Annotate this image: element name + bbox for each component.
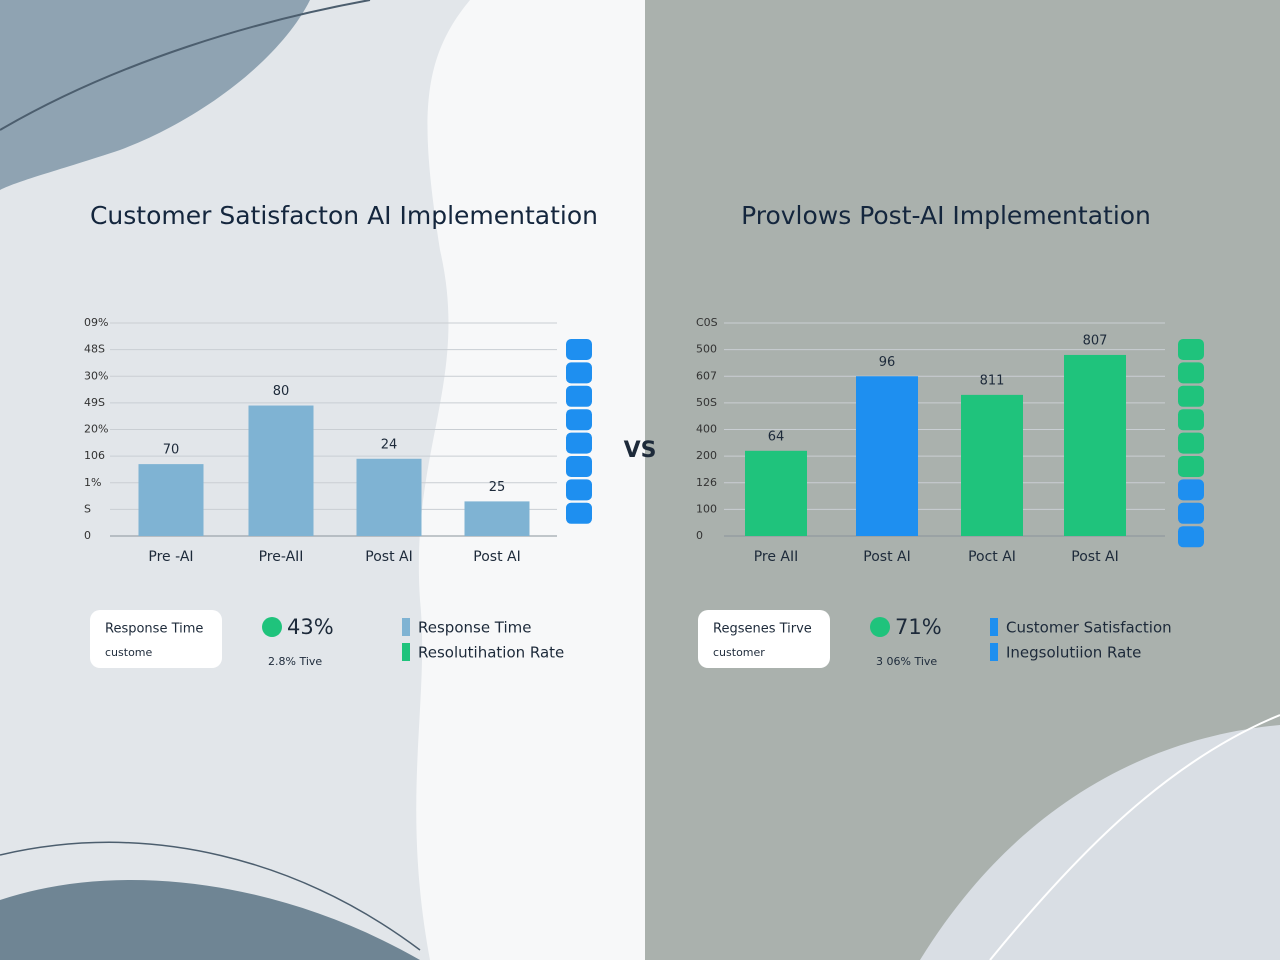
y-tick-label: 48S: [84, 343, 105, 356]
bottom-shape: [0, 880, 420, 960]
side-marker: [566, 456, 592, 477]
bar: [856, 376, 918, 536]
y-tick-label: 0: [84, 529, 91, 542]
side-marker: [566, 479, 592, 501]
y-tick-label: 49S: [84, 396, 105, 409]
bar: [1064, 354, 1126, 536]
x-tick-label: Post AI: [473, 549, 520, 565]
bar: [961, 394, 1023, 536]
stat-dot: [262, 617, 282, 637]
bar-label: 811: [980, 373, 1005, 388]
side-marker: [1178, 479, 1204, 501]
y-tick-label: 400: [696, 423, 717, 436]
chart-title: Customer Satisfacton AI Implementation: [90, 201, 598, 230]
right-blob: [920, 725, 1280, 960]
y-tick-label: 106: [84, 449, 105, 462]
legend-label: Customer Satisfaction: [1006, 619, 1172, 637]
x-tick-label: Post AI: [1071, 549, 1118, 565]
side-marker: [1178, 362, 1204, 384]
card-title: Regsenes Tirve: [713, 622, 812, 637]
card: [90, 610, 222, 668]
bar-label: 25: [489, 480, 506, 495]
card-subtitle: customer: [713, 646, 765, 659]
white-blob: [416, 0, 645, 960]
y-tick-label: 500: [696, 343, 717, 356]
side-marker: [566, 339, 592, 360]
y-tick-label: 607: [696, 369, 717, 382]
x-tick-label: Pre AII: [754, 549, 799, 565]
stat-dot: [870, 617, 890, 637]
y-tick-label: 09%: [84, 316, 108, 329]
legend-label: Resolutihation Rate: [418, 644, 564, 662]
y-tick-label: 100: [696, 502, 717, 515]
stat-value: 71%: [895, 615, 942, 639]
y-tick-label: S: [84, 502, 91, 515]
top-curve: [0, 0, 371, 131]
side-marker: [566, 362, 592, 384]
legend-label: Inegsolutiion Rate: [1006, 644, 1141, 662]
legend-label: Response Time: [418, 619, 532, 637]
side-marker: [1178, 456, 1204, 477]
bar: [356, 458, 422, 536]
card-title: Response Time: [105, 622, 203, 637]
x-tick-label: Post AI: [365, 549, 412, 565]
bar-label: 96: [879, 355, 896, 370]
bar: [464, 501, 530, 536]
bar-label: 70: [163, 443, 180, 458]
legend-swatch: [402, 618, 410, 636]
bar: [138, 464, 204, 536]
x-tick-label: Poct AI: [968, 549, 1016, 565]
chart-title: Provlows Post-AI Implementation: [741, 201, 1151, 230]
top-shape: [0, 0, 310, 190]
bottom-curve: [0, 841, 421, 951]
side-marker: [566, 502, 592, 524]
y-tick-label: 30%: [84, 369, 108, 382]
side-marker: [1178, 385, 1204, 407]
y-tick-label: 50S: [696, 396, 717, 409]
side-marker: [1178, 409, 1204, 431]
y-tick-label: 200: [696, 449, 717, 462]
y-tick-label: 20%: [84, 423, 108, 436]
y-tick-label: C0S: [696, 316, 718, 329]
bar: [248, 405, 314, 536]
y-tick-label: 0: [696, 529, 703, 542]
card-subtitle: custome: [105, 646, 153, 659]
y-tick-label: 1%: [84, 476, 101, 489]
right-curve: [989, 714, 1280, 960]
x-tick-label: Post AI: [863, 549, 910, 565]
y-tick-label: 126: [696, 476, 717, 489]
card: [698, 610, 830, 668]
legend-swatch: [990, 643, 998, 661]
legend-swatch: [990, 618, 998, 636]
bar: [745, 450, 807, 536]
bar-label: 24: [381, 437, 398, 452]
side-marker: [1178, 339, 1204, 360]
side-marker: [566, 432, 592, 454]
side-marker: [1178, 432, 1204, 454]
bar-label: 80: [273, 384, 290, 399]
stat-note: 3 06% Tive: [876, 655, 937, 668]
side-marker: [566, 385, 592, 407]
bar-label: 64: [768, 429, 785, 444]
side-marker: [1178, 502, 1204, 524]
legend-swatch: [402, 643, 410, 661]
vs-label: VS: [624, 438, 657, 463]
x-tick-label: Pre-AII: [259, 549, 304, 565]
side-marker: [566, 409, 592, 431]
stat-note: 2.8% Tive: [268, 655, 322, 668]
x-tick-label: Pre -AI: [148, 549, 193, 565]
bar-label: 807: [1083, 333, 1108, 348]
side-marker: [1178, 526, 1204, 548]
stat-value: 43%: [287, 615, 334, 639]
